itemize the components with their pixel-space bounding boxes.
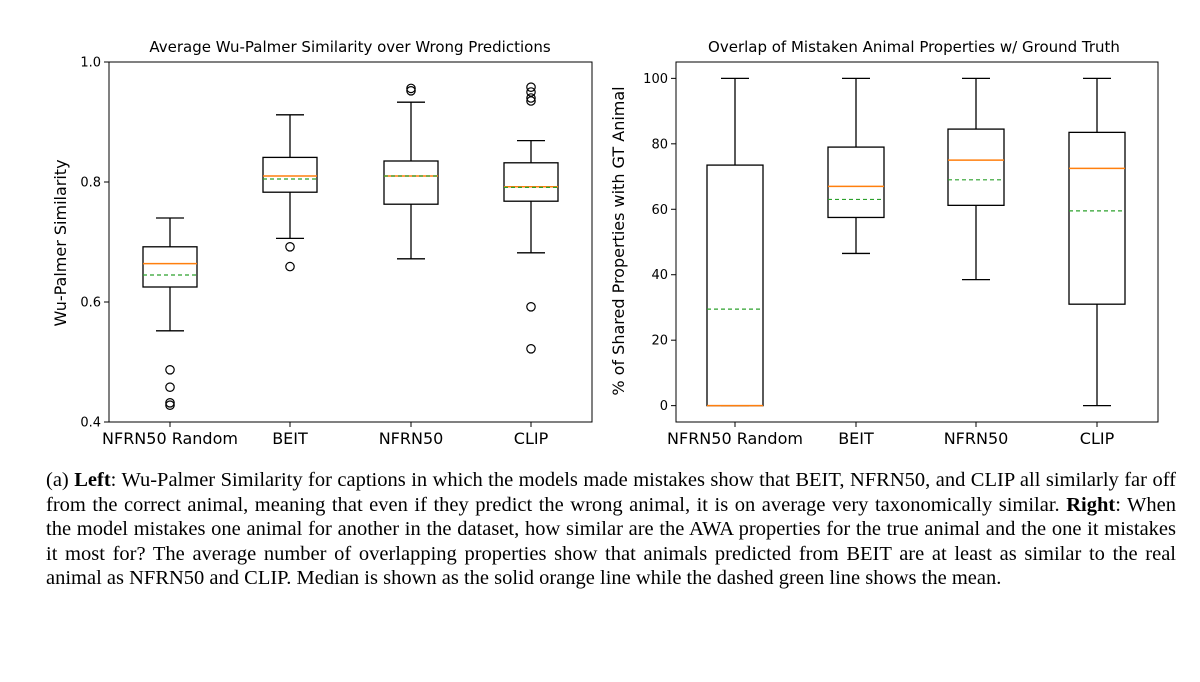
left-xtick-label: NFRN50 Random xyxy=(102,429,238,448)
outlier-point xyxy=(526,343,536,354)
left-ytick-label: 0.6 xyxy=(80,296,101,311)
left-box-group-1 xyxy=(142,217,198,410)
outlier-point xyxy=(165,364,175,375)
iqr-box xyxy=(1068,131,1126,305)
outlier-point xyxy=(406,83,416,94)
right-chart-xticks: NFRN50 Random BEIT NFRN50 CLIP xyxy=(667,422,1115,448)
iqr-box xyxy=(262,156,318,193)
right-ytick-label: 100 xyxy=(643,72,668,87)
left-xtick-label: NFRN50 xyxy=(379,429,444,448)
caption-right-label: Right xyxy=(1066,493,1116,516)
left-chart-boxes xyxy=(142,82,559,410)
left-chart-ylabel: Wu-Palmer Similarity xyxy=(51,159,70,326)
left-chart-title: Average Wu-Palmer Similarity over Wrong … xyxy=(149,38,550,56)
outlier-point xyxy=(165,382,175,392)
iqr-box xyxy=(383,160,439,205)
outlier-point xyxy=(165,400,175,410)
left-ytick-label: 0.8 xyxy=(80,176,101,191)
outlier-point xyxy=(526,82,536,92)
right-xtick-label: NFRN50 xyxy=(944,429,1009,448)
iqr-box xyxy=(706,164,764,407)
iqr-box xyxy=(503,162,559,202)
outlier-point xyxy=(285,261,295,272)
right-box-group-4 xyxy=(1068,77,1126,407)
outlier-point xyxy=(285,242,295,252)
outlier-point xyxy=(165,397,175,408)
iqr-box xyxy=(827,146,885,219)
left-box-group-2 xyxy=(262,114,318,272)
left-chart-yticks: 0.4 0.6 0.8 1.0 xyxy=(80,56,109,431)
right-chart-yticks: 0 20 40 60 80 100 xyxy=(643,72,676,414)
right-chart-boxes xyxy=(706,77,1126,407)
iqr-box xyxy=(142,246,198,288)
left-box-group-3 xyxy=(383,83,439,260)
caption-left-text: : Wu-Palmer Similarity for captions in w… xyxy=(46,469,1176,516)
caption-right-text: : When the model mistakes one animal for… xyxy=(46,493,1176,590)
left-ytick-label: 1.0 xyxy=(80,56,101,71)
right-xtick-label: CLIP xyxy=(1080,429,1115,448)
left-xtick-label: BEIT xyxy=(272,429,308,448)
figure-caption: (a) Left: Wu-Palmer Similarity for capti… xyxy=(46,468,1176,591)
right-box-group-3 xyxy=(947,77,1005,281)
outlier-point xyxy=(526,301,536,312)
right-xtick-label: BEIT xyxy=(838,429,874,448)
right-ytick-label: 80 xyxy=(651,137,668,152)
right-ytick-label: 20 xyxy=(651,334,668,349)
right-ytick-label: 60 xyxy=(651,203,668,218)
right-box-group-2 xyxy=(827,77,885,255)
right-ytick-label: 40 xyxy=(651,268,668,283)
left-xtick-label: CLIP xyxy=(514,429,549,448)
right-chart: Overlap of Mistaken Animal Properties w/… xyxy=(609,38,1159,448)
outlier-point xyxy=(526,96,536,106)
right-chart-frame xyxy=(675,61,1159,423)
right-ytick-label: 0 xyxy=(660,399,668,414)
right-xtick-label: NFRN50 Random xyxy=(667,429,803,448)
outlier-point xyxy=(406,86,416,96)
caption-left-label: Left xyxy=(74,469,111,491)
outlier-point xyxy=(526,93,536,103)
right-box-group-1 xyxy=(706,77,764,407)
right-chart-ylabel: % of Shared Properties with GT Animal xyxy=(609,86,628,395)
left-chart-xticks: NFRN50 Random BEIT NFRN50 CLIP xyxy=(102,422,549,448)
iqr-box xyxy=(947,128,1005,206)
left-chart-frame xyxy=(108,61,593,423)
left-ytick-label: 0.4 xyxy=(80,416,101,431)
left-chart: Average Wu-Palmer Similarity over Wrong … xyxy=(51,38,593,448)
left-box-group-4 xyxy=(503,82,559,354)
figure: Average Wu-Palmer Similarity over Wrong … xyxy=(51,38,1159,448)
caption-prefix: (a) xyxy=(46,469,75,491)
right-chart-title: Overlap of Mistaken Animal Properties w/… xyxy=(708,38,1120,56)
